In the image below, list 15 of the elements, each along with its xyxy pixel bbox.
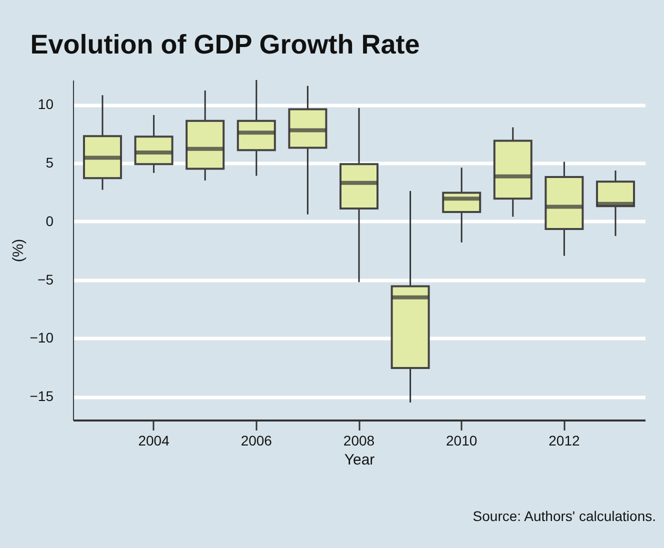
y-tick-label: −15: [30, 388, 54, 404]
chart-title: Evolution of GDP Growth Rate: [30, 29, 420, 60]
x-tick-label: 2004: [138, 432, 170, 448]
source-note: Source: Authors' calculations.: [472, 508, 656, 524]
x-tick-label: 2006: [240, 432, 272, 448]
y-axis-title: (%): [10, 238, 27, 262]
x-tick-label: 2010: [446, 432, 478, 448]
y-tick-label: 10: [38, 96, 54, 112]
y-tick-label: 5: [46, 154, 54, 170]
y-tick-label: −5: [38, 271, 54, 288]
x-tick-label: 2008: [343, 432, 375, 448]
y-tick-label: 0: [46, 212, 54, 229]
x-tick-label: 2012: [548, 432, 580, 448]
y-tick-label: −10: [30, 330, 54, 346]
x-axis-title: Year: [344, 452, 375, 468]
